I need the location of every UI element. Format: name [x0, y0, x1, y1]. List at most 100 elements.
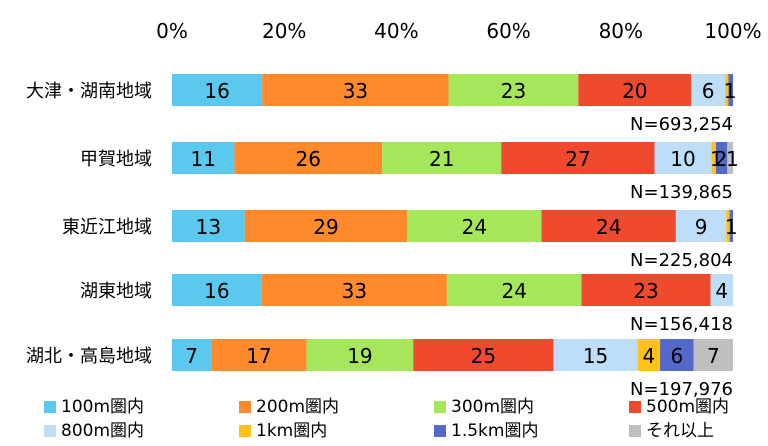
bar-segment: [675, 210, 727, 242]
data-label: 20: [622, 79, 647, 103]
data-label: 17: [246, 344, 271, 368]
data-label: 23: [501, 79, 526, 103]
data-label: 4: [642, 344, 655, 368]
legend-label: 800m圏内: [61, 421, 144, 441]
legend-label: 300m圏内: [451, 397, 534, 417]
data-label: 2: [715, 147, 728, 171]
n-label: N=156,418: [630, 314, 733, 335]
data-label: 7: [707, 344, 720, 368]
bar-segment: [578, 74, 692, 106]
x-tick-label: 0%: [156, 19, 188, 43]
data-label: 33: [342, 279, 367, 303]
legend-label: 1km圏内: [256, 421, 327, 441]
data-label: 24: [501, 279, 526, 303]
legend-swatch: [44, 425, 56, 437]
x-tick-label: 40%: [374, 19, 418, 43]
category-label: 甲賀地域: [80, 149, 152, 170]
n-label: N=139,865: [630, 182, 733, 203]
data-label: 10: [670, 147, 695, 171]
bar-segment: [711, 142, 716, 174]
bar-segment: [261, 274, 447, 306]
bar-segment: [262, 74, 449, 106]
x-tick-label: 60%: [486, 19, 530, 43]
legend-label: 500m圏内: [646, 397, 729, 417]
bar-segment: [382, 142, 502, 174]
x-tick-label: 100%: [704, 19, 761, 43]
bar-segment: [541, 210, 676, 242]
data-label: 16: [204, 79, 229, 103]
bar-segment: [727, 142, 733, 174]
bar-segment: [693, 339, 733, 371]
legend: 100m圏内 200m圏内 300m圏内 500m圏内 800m圏内 1km圏内 1.5km…: [44, 397, 729, 441]
sample-size-labels: N=693,254 N=139,865 N=225,804 N=156,418 N=19…: [630, 114, 733, 400]
category-label: 湖北・高島地域: [26, 346, 152, 367]
n-label: N=197,976: [630, 379, 733, 400]
bar-segment: [728, 74, 733, 106]
category-label: 湖東地域: [80, 281, 152, 302]
data-label: 1: [724, 79, 737, 103]
bar-segment: [715, 142, 728, 174]
legend-swatch: [434, 425, 446, 437]
bar-segment: [306, 339, 414, 371]
legend-swatch: [629, 425, 641, 437]
data-label: 1: [726, 147, 739, 171]
data-label: 23: [633, 279, 658, 303]
x-tick-label: 80%: [599, 19, 643, 43]
legend-label: 1.5km圏内: [451, 421, 538, 441]
data-label: 6: [671, 344, 684, 368]
x-axis-ticks: 0% 20% 40% 60% 80% 100%: [156, 19, 761, 43]
data-label: 26: [296, 147, 321, 171]
bar-segment: [407, 210, 542, 242]
bar-segment: [413, 339, 554, 371]
legend-swatch: [239, 401, 251, 413]
legend-swatch: [434, 401, 446, 413]
data-label: 9: [695, 215, 708, 239]
legend-label: 200m圏内: [256, 397, 339, 417]
data-label: 19: [347, 344, 372, 368]
data-label: 24: [596, 215, 621, 239]
bar-segment: [654, 142, 712, 174]
data-label: 27: [565, 147, 590, 171]
data-label: 33: [343, 79, 368, 103]
bar-segment: [660, 339, 694, 371]
data-label: 1: [710, 147, 723, 171]
legend-label: それ以上: [646, 421, 714, 441]
category-label: 大津・湖南地域: [26, 81, 152, 102]
data-label: 1: [725, 215, 738, 239]
bar-segment: [710, 274, 733, 306]
data-label: 4: [715, 279, 728, 303]
bar-segment: [172, 74, 263, 106]
data-label: 13: [196, 215, 221, 239]
legend-swatch: [239, 425, 251, 437]
bar-segment: [726, 210, 730, 242]
bar-segment: [501, 142, 655, 174]
x-tick-label: 20%: [262, 19, 306, 43]
bar-segment: [729, 210, 733, 242]
legend-swatch: [44, 401, 56, 413]
bar-segment: [553, 339, 638, 371]
bar-segment: [448, 74, 579, 106]
bar-segment: [172, 274, 262, 306]
bar-segment: [581, 274, 711, 306]
data-label: 25: [471, 344, 496, 368]
bar-segment: [637, 339, 661, 371]
bar-segment: [725, 74, 729, 106]
bar-segment: [691, 74, 726, 106]
bar-segment: [244, 210, 408, 242]
bar-segment: [211, 339, 307, 371]
bar-segment: [172, 142, 235, 174]
data-label: 6: [702, 79, 715, 103]
bar-segment: [172, 210, 245, 242]
category-label: 東近江地域: [62, 217, 152, 238]
data-label: 21: [429, 147, 454, 171]
data-label: 24: [462, 215, 487, 239]
data-label: 11: [191, 147, 216, 171]
bar-segment: [446, 274, 582, 306]
data-label: 7: [185, 344, 198, 368]
bar-segment: [234, 142, 383, 174]
n-label: N=693,254: [630, 114, 733, 135]
data-label: 16: [204, 279, 229, 303]
n-label: N=225,804: [630, 250, 733, 271]
